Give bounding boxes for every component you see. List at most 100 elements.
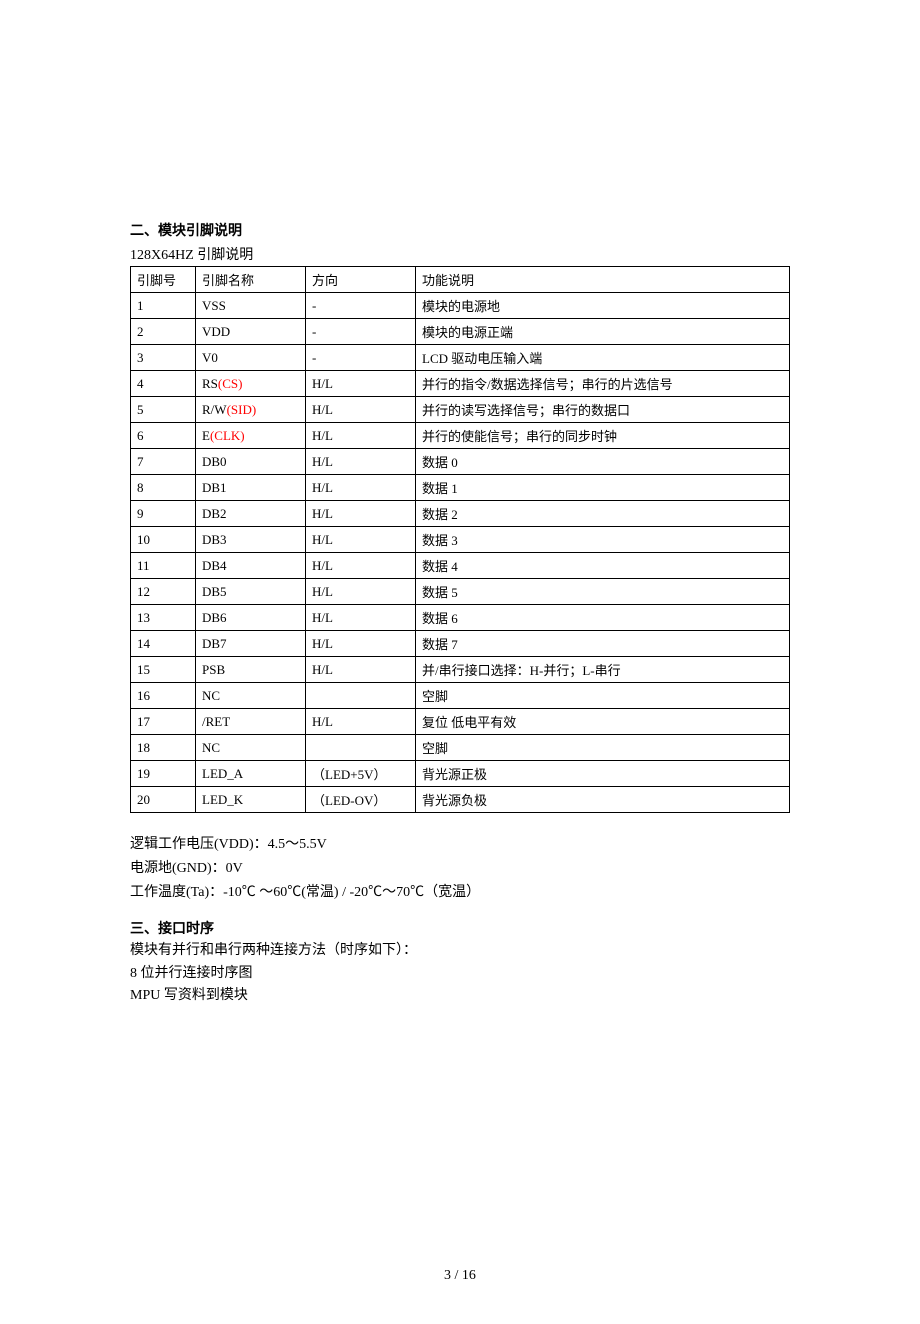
table-row: 15 PSB H/L并/串行接口选择：H-并行；L-串行 [131,657,790,683]
pin-no-cell: 13 [131,605,196,631]
pin-name-main: DB5 [202,584,227,599]
table-header-cell: 方向 [306,267,416,293]
pin-name-main: RS [202,376,218,391]
pin-direction-cell: H/L [306,657,416,683]
pin-direction-cell: （LED-OV） [306,787,416,813]
table-row: 7DB0H/L数据 0 [131,449,790,475]
table-header-cell: 引脚名称 [196,267,306,293]
table-row: 8DB1H/L数据 1 [131,475,790,501]
table-row: 12DB5H/L数据 5 [131,579,790,605]
section-3-heading: 三、接口时序 [130,918,790,938]
pin-name-cell: VDD [196,319,306,345]
pin-name-main: PSB [202,662,225,677]
pin-name-main: R/W [202,402,227,417]
pin-function-cell: LCD 驱动电压输入端 [416,345,790,371]
pin-name-main: NC [202,688,220,703]
spec-line: 工作温度(Ta)：-10℃ ～60℃(常温) / -20℃～70℃（宽温） [130,881,790,905]
pin-name-main: /RET [202,714,230,729]
pin-direction-cell [306,735,416,761]
pin-direction-cell: - [306,345,416,371]
pin-name-alt: (CLK) [210,428,245,443]
pin-name-main: DB3 [202,532,227,547]
pin-name-main: LED_A [202,766,243,781]
pin-no-cell: 9 [131,501,196,527]
pin-no-cell: 7 [131,449,196,475]
pin-no-cell: 11 [131,553,196,579]
pin-no-cell: 1 [131,293,196,319]
pin-name-cell: DB7 [196,631,306,657]
section-3-line: 模块有并行和串行两种连接方法（时序如下）： [130,940,790,962]
pin-name-main: DB7 [202,636,227,651]
section-3-line: 8 位并行连接时序图 [130,963,790,985]
pin-name-main: DB1 [202,480,227,495]
pin-function-cell: 数据 1 [416,475,790,501]
pin-name-cell: NC [196,683,306,709]
pin-table: 引脚号引脚名称方向功能说明1VSS-模块的电源地2VDD-模块的电源正端3V0-… [130,266,790,813]
pin-no-cell: 19 [131,761,196,787]
pin-name-cell: NC [196,735,306,761]
pin-name-cell: DB5 [196,579,306,605]
pin-name-cell: VSS [196,293,306,319]
pin-direction-cell [306,683,416,709]
table-row: 9 DB2 H/L数据 2 [131,501,790,527]
pin-name-main: VSS [202,298,226,313]
pin-no-cell: 12 [131,579,196,605]
table-header-row: 引脚号引脚名称方向功能说明 [131,267,790,293]
section-2: 二、模块引脚说明 128X64HZ 引脚说明 引脚号引脚名称方向功能说明1VSS… [130,220,790,813]
pin-no-cell: 3 [131,345,196,371]
pin-name-cell: DB1 [196,475,306,501]
pin-no-cell: 15 [131,657,196,683]
section-3-line: MPU 写资料到模块 [130,985,790,1007]
pin-name-cell: PSB [196,657,306,683]
pin-no-cell: 4 [131,371,196,397]
pin-function-cell: 空脚 [416,683,790,709]
pin-function-cell: 背光源负极 [416,787,790,813]
table-row: 17/RETH/L复位 低电平有效 [131,709,790,735]
pin-function-cell: 并/串行接口选择：H-并行；L-串行 [416,657,790,683]
section-3: 三、接口时序 模块有并行和串行两种连接方法（时序如下）： 8 位并行连接时序图 … [130,918,790,1007]
pin-direction-cell: H/L [306,371,416,397]
pin-function-cell: 数据 7 [416,631,790,657]
pin-function-cell: 数据 2 [416,501,790,527]
pin-name-cell: DB6 [196,605,306,631]
table-row: 20LED_K（LED-OV）背光源负极 [131,787,790,813]
table-row: 18NC空脚 [131,735,790,761]
table-row: 11DB4H/L数据 4 [131,553,790,579]
table-row: 1VSS-模块的电源地 [131,293,790,319]
section-2-subtitle: 128X64HZ 引脚说明 [130,244,790,264]
page-footer: 3 / 16 [130,1268,790,1284]
pin-function-cell: 模块的电源地 [416,293,790,319]
pin-direction-cell: （LED+5V） [306,761,416,787]
pin-direction-cell: H/L [306,553,416,579]
pin-function-cell: 复位 低电平有效 [416,709,790,735]
pin-name-main: DB0 [202,454,227,469]
pin-name-alt: (CS) [218,376,243,391]
pin-function-cell: 并行的指令/数据选择信号；串行的片选信号 [416,371,790,397]
table-row: 16NC空脚 [131,683,790,709]
pin-name-cell: R/W(SID) [196,397,306,423]
pin-direction-cell: H/L [306,527,416,553]
table-row: 5R/W(SID)H/L并行的读写选择信号；串行的数据口 [131,397,790,423]
pin-function-cell: 数据 6 [416,605,790,631]
pin-direction-cell: H/L [306,423,416,449]
pin-direction-cell: H/L [306,709,416,735]
table-row: 13DB6H/L数据 6 [131,605,790,631]
table-row: 2VDD-模块的电源正端 [131,319,790,345]
pin-name-cell: DB4 [196,553,306,579]
pin-function-cell: 数据 5 [416,579,790,605]
pin-name-cell: DB2 [196,501,306,527]
pin-name-main: NC [202,740,220,755]
pin-name-main: VDD [202,324,230,339]
pin-name-main: DB2 [202,506,227,521]
pin-direction-cell: H/L [306,501,416,527]
pin-name-cell: V0 [196,345,306,371]
table-header-cell: 引脚号 [131,267,196,293]
pin-function-cell: 数据 0 [416,449,790,475]
table-row: 3V0-LCD 驱动电压输入端 [131,345,790,371]
pin-function-cell: 并行的读写选择信号；串行的数据口 [416,397,790,423]
pin-no-cell: 5 [131,397,196,423]
table-header-cell: 功能说明 [416,267,790,293]
pin-name-main: DB4 [202,558,227,573]
spec-line: 电源地(GND)：0V [130,857,790,881]
pin-no-cell: 2 [131,319,196,345]
